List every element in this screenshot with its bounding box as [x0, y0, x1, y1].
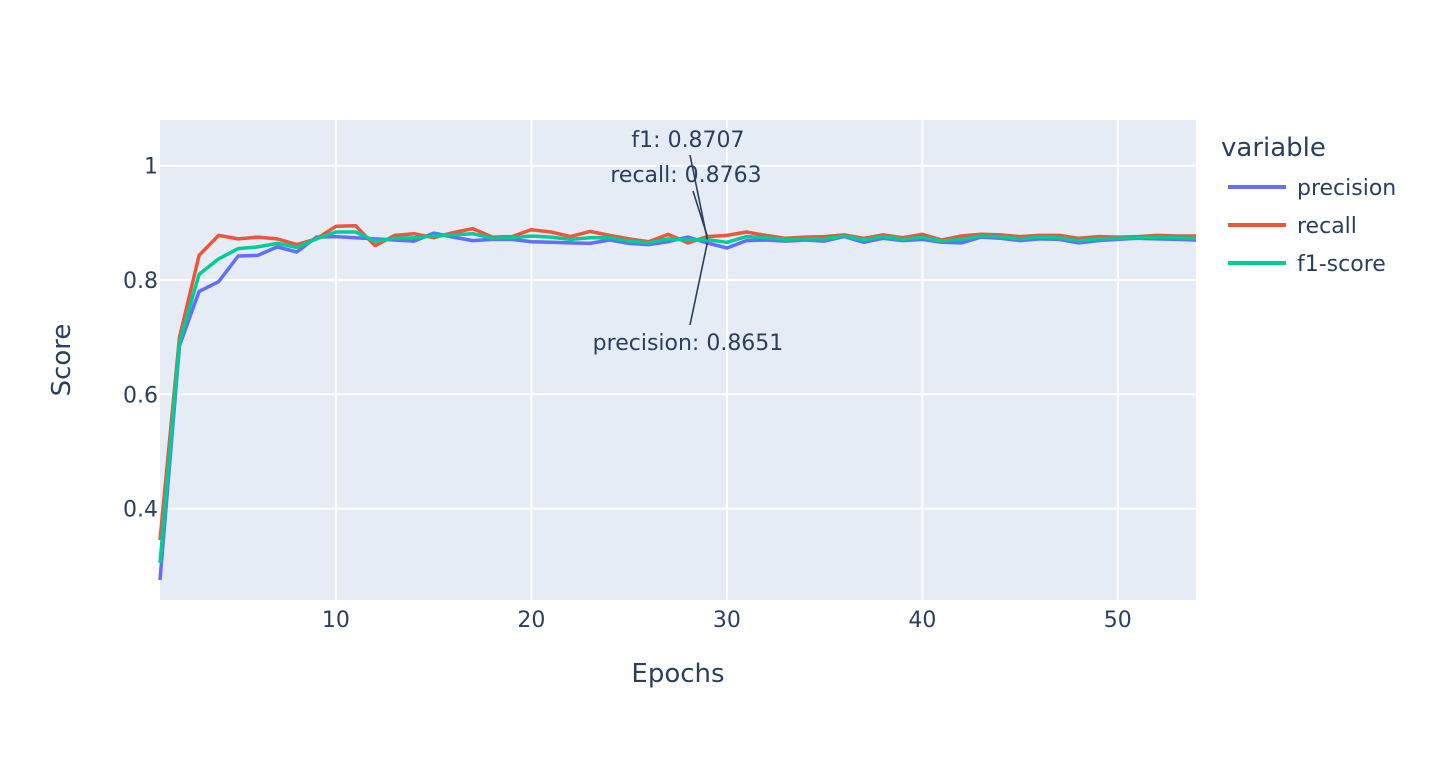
grid	[160, 120, 1196, 600]
y-tick-label: 0.6	[123, 383, 158, 408]
annotation-arrow	[689, 242, 709, 326]
plot-area	[160, 120, 1196, 600]
y-tick-label: 1	[144, 155, 158, 180]
x-tick-label: 20	[517, 608, 545, 633]
legend-label: recall	[1297, 214, 1357, 239]
annotation-label: recall: 0.8763	[610, 163, 761, 188]
x-tick-label: 30	[713, 608, 741, 633]
legend-label: precision	[1297, 176, 1396, 201]
series-line-f1-score	[158, 230, 1197, 564]
y-axis-label: Score	[47, 324, 77, 397]
x-tick-label: 50	[1104, 608, 1132, 633]
annotation-label: f1: 0.8707	[631, 128, 744, 153]
annotations: f1: 0.8707 recall: 0.8763 precision: 0.865…	[593, 128, 784, 356]
x-tick-label: 10	[322, 608, 350, 633]
legend-label: f1-score	[1297, 252, 1386, 277]
series-lines	[158, 223, 1197, 581]
annotation-label: precision: 0.8651	[593, 331, 784, 356]
legend-title: variable	[1221, 133, 1326, 163]
x-tick-label: 40	[908, 608, 936, 633]
y-tick-label: 0.4	[123, 498, 158, 523]
x-axis-label: Epochs	[631, 659, 724, 689]
annotation-arrow	[692, 190, 709, 237]
y-tick-label: 0.8	[123, 269, 158, 294]
tick-labels: 10 20 30 40 50 0.4 0.6 0.8 1	[123, 155, 1132, 633]
legend: variable precision recall f1-score	[1221, 133, 1396, 277]
